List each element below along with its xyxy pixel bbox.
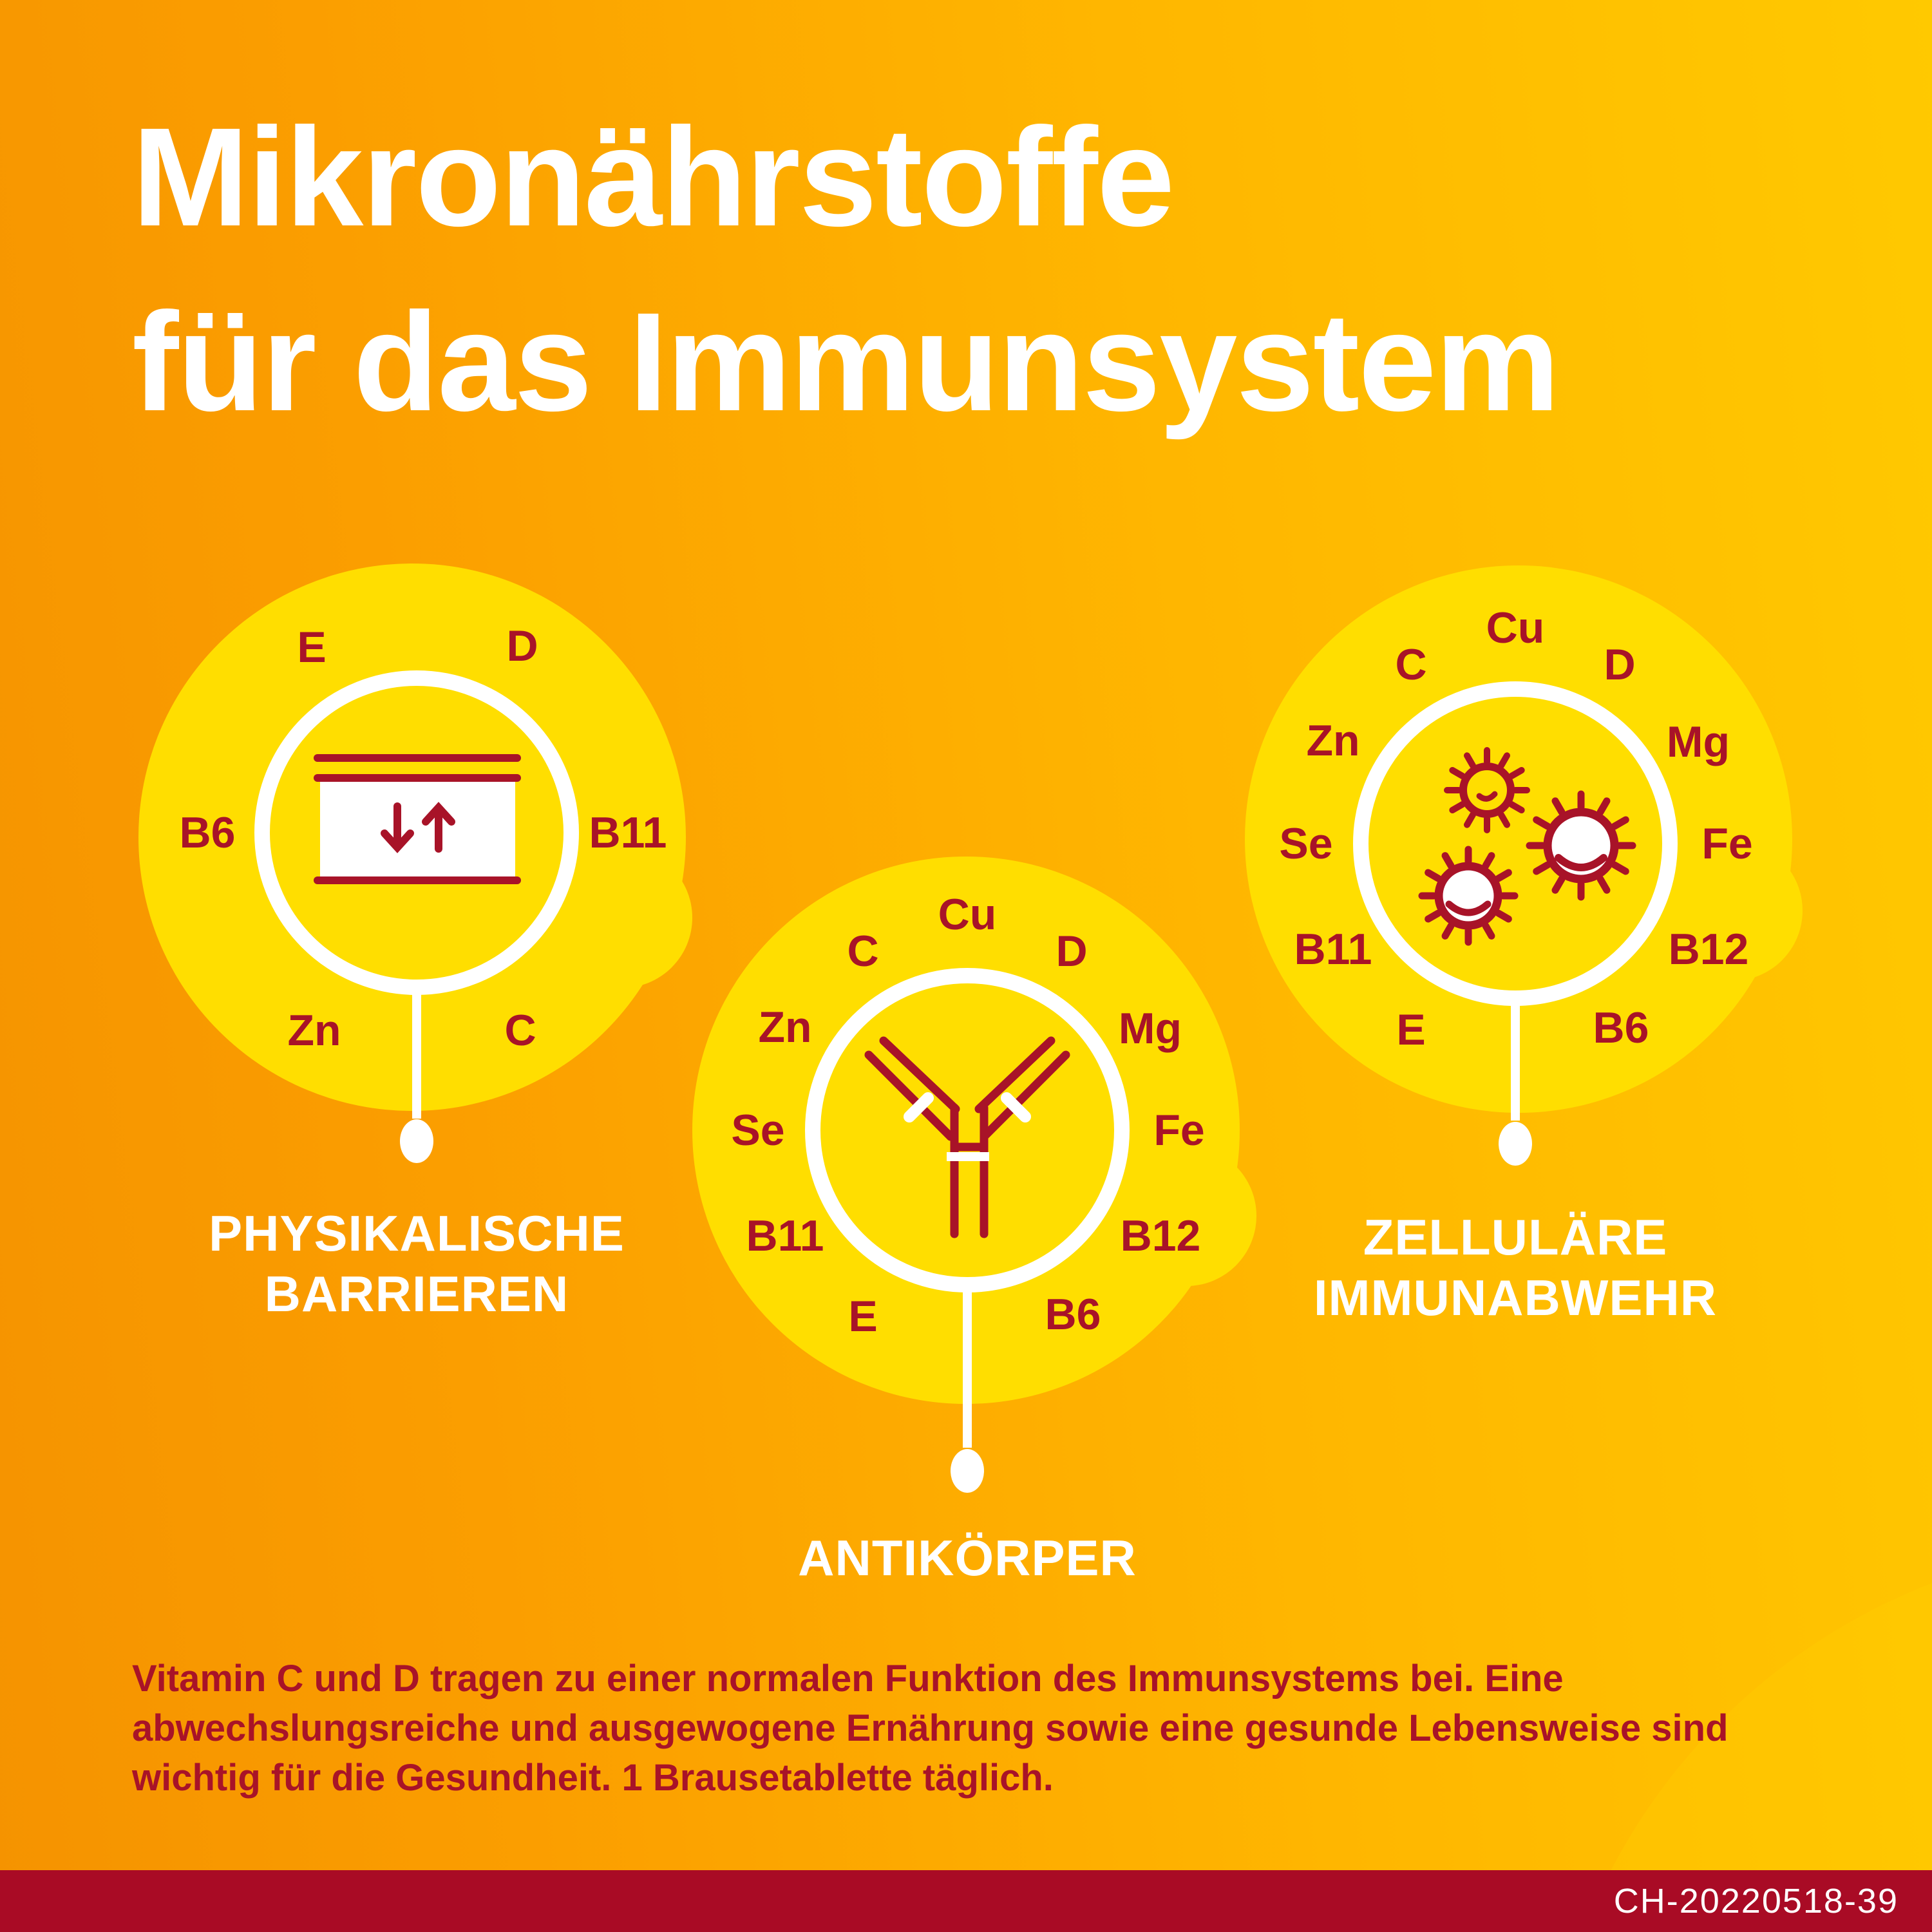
- node-stem-dot: [1499, 1122, 1532, 1166]
- nutrient-label: B6: [1045, 1290, 1101, 1339]
- node-ring: [805, 968, 1130, 1293]
- nutrient-label: B11: [746, 1211, 824, 1260]
- nutrient-label: E: [1396, 1005, 1426, 1054]
- page-title-line-2: für das Immunsystem: [132, 284, 1560, 440]
- nutrient-label: B11: [1294, 925, 1372, 974]
- nutrient-label: B12: [1120, 1211, 1201, 1260]
- footnote: Vitamin C und D tragen zu einer normalen…: [132, 1654, 1755, 1803]
- nutrient-label: Mg: [1118, 1004, 1182, 1053]
- node-stem-dot: [400, 1119, 433, 1163]
- nutrient-label: D: [1604, 640, 1636, 689]
- immune-cells-icon: [1422, 747, 1633, 942]
- nutrient-label: C: [847, 927, 879, 976]
- nutrient-label: E: [297, 623, 327, 672]
- nutrient-label: D: [506, 621, 538, 670]
- caption-line: PHYSIKALISCHE: [209, 1205, 625, 1262]
- nutrient-label: Fe: [1701, 819, 1753, 868]
- corner-glow-shape: [1583, 1583, 1932, 1932]
- nutrient-label: B6: [179, 808, 236, 857]
- caption-line: BARRIEREN: [264, 1265, 569, 1322]
- antibody-icon: [864, 1036, 1070, 1238]
- nutrient-label: B12: [1668, 925, 1749, 974]
- nutrient-label: C: [504, 1006, 536, 1055]
- caption-line: ZELLULÄRE: [1363, 1209, 1668, 1265]
- footer-bar: CH-20220518-39: [0, 1870, 1932, 1932]
- caption-line: IMMUNABWEHR: [1313, 1269, 1718, 1326]
- nutrient-label: B6: [1593, 1003, 1649, 1052]
- nutrient-label: C: [1395, 640, 1427, 689]
- node-blob-bump: [552, 848, 692, 988]
- nutrient-label: Zn: [758, 1003, 812, 1052]
- footnote-line: wichtig für die Gesundheit. 1 Brausetabl…: [132, 1757, 1054, 1799]
- caption-physikalische-barrieren: PHYSIKALISCHE BARRIEREN: [95, 1203, 739, 1324]
- nutrient-label: Zn: [287, 1006, 341, 1055]
- node-blob-bump: [1662, 840, 1803, 981]
- physical-barriers-node-shapes: [138, 564, 692, 1163]
- node-stem-dot: [951, 1449, 984, 1493]
- approval-code: CH-20220518-39: [1613, 1882, 1899, 1920]
- page-title-line-1: Mikronährstoffe: [132, 99, 1175, 256]
- cellular-immune-defense-node-shapes: [1245, 565, 1803, 1166]
- footnote-line: abwechslungsreiche und ausgewogene Ernäh…: [132, 1707, 1728, 1749]
- nutrient-label: Cu: [938, 890, 997, 939]
- nutrient-label: E: [848, 1292, 878, 1341]
- caption-line: ANTIKÖRPER: [798, 1530, 1137, 1586]
- nutrient-label: Cu: [1486, 603, 1545, 652]
- nutrient-label: B11: [589, 808, 667, 857]
- page-title: Mikronährstoffe für das Immunsystem: [132, 85, 1560, 455]
- barrier-membrane-icon: [314, 754, 521, 884]
- caption-antikoerper: ANTIKÖRPER: [645, 1528, 1289, 1588]
- nutrient-label: D: [1056, 927, 1088, 976]
- nutrient-label: Fe: [1153, 1106, 1205, 1155]
- nutrient-label: Zn: [1306, 716, 1360, 765]
- nutrient-label: Se: [731, 1106, 785, 1155]
- footnote-line: Vitamin C und D tragen zu einer normalen…: [132, 1658, 1564, 1700]
- nutrient-label: Mg: [1666, 717, 1730, 766]
- antibodies-node-shapes: [692, 857, 1256, 1493]
- node-blob-bump: [1116, 1146, 1256, 1286]
- caption-zellulaere-immunabwehr: ZELLULÄRE IMMUNABWEHR: [1193, 1207, 1837, 1328]
- nutrient-label: Se: [1279, 819, 1333, 868]
